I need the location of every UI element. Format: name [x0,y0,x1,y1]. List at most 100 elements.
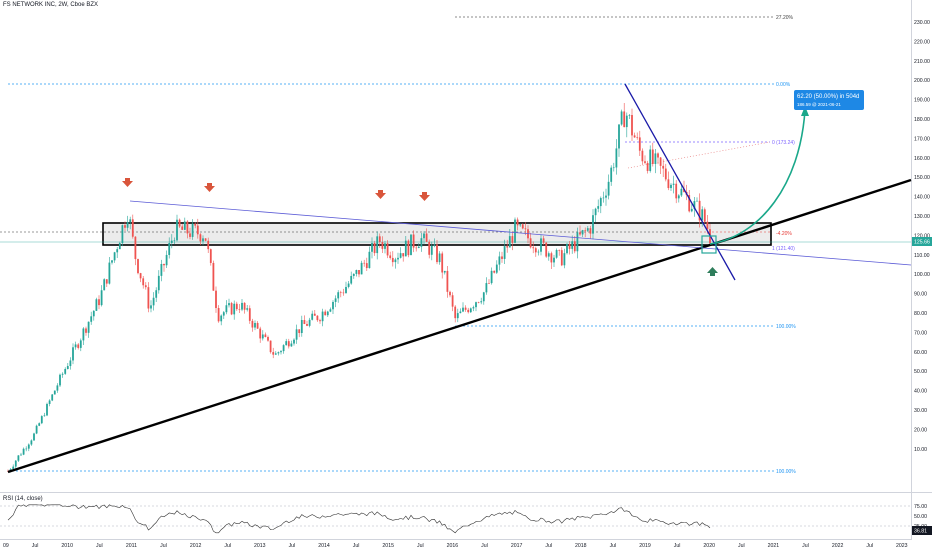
candle-body [428,241,431,255]
price-tick-label: 100.00 [914,272,930,278]
candle-body [20,454,22,456]
candle-body [675,183,678,199]
candle-body [524,228,527,230]
candle-body [698,200,701,221]
candle-body [508,236,511,248]
rsi-line [7,504,711,534]
candle-body [633,135,636,138]
time-tick-label: Jul [417,543,424,549]
price-tick-label: 200.00 [914,78,930,84]
candle-body [277,352,280,354]
candle-body [566,243,568,254]
descending-resistance-trendline[interactable] [129,200,912,266]
candle-body [256,322,259,329]
candle-body [649,149,652,171]
short-downtrend-line[interactable] [624,83,736,281]
candle-body [693,201,696,209]
price-tick-label: 130.00 [914,214,930,220]
rising-support-trendline[interactable] [7,178,912,474]
candle-body [495,264,498,273]
candle-body [217,308,220,322]
candle-body [103,279,106,291]
candle-body [511,236,514,243]
candle-body [53,390,56,395]
candle-body [324,311,327,316]
candle-body [181,226,184,230]
candle-body [397,257,399,260]
candle-body [612,167,615,169]
candle-body [407,240,410,256]
fib-diagonal [627,141,771,169]
candle-body [272,352,275,355]
candle-body [529,238,532,248]
candle-body [654,153,657,164]
candle-body [672,183,675,185]
candle-body [365,263,368,269]
candle-body [74,344,77,348]
candle-body [118,243,121,250]
candlestick-series [7,102,711,473]
time-tick-label: 2021 [768,543,780,549]
candle-body [339,292,342,293]
candle-body [90,316,93,322]
candle-body [183,221,186,230]
fib-label: 27.20% [776,15,794,21]
candle-body [238,309,241,310]
price-axis[interactable]: 230.00 220.00 210.00 200.00 190.00 180.00 170.… [914,20,930,453]
candle-body [376,236,379,254]
projection-path[interactable] [709,109,806,245]
candle-body [493,270,496,273]
candle-body [241,302,243,310]
candle-body [586,228,589,231]
candle-body [610,167,613,182]
candle-body [77,344,80,348]
candle-body [381,242,384,249]
candle-body [563,253,566,266]
candle-body [550,253,553,263]
candle-body [30,440,33,445]
candle-body [521,224,524,229]
candle-body [459,311,462,314]
candle-body [25,448,28,450]
candle-body [17,455,20,461]
candle-body [664,168,667,180]
candle-body [373,242,376,254]
candle-body [384,243,386,249]
candle-body [662,165,665,169]
candle-body [605,195,607,198]
candle-body [285,341,288,346]
candle-body [594,208,597,216]
projection-info-line1: 62.20 (50.00%) in 504d [797,94,859,100]
candle-body [503,246,506,259]
candle-body [56,385,59,391]
breakout-marker[interactable] [701,235,717,254]
candle-body [173,240,176,241]
candle-body [22,448,25,455]
candle-body [116,249,119,253]
fib-label: 0 (173.24) [772,140,795,146]
candle-body [589,228,592,234]
fib-label: -4.20% [776,231,792,237]
time-tick-label: Jul [224,543,231,549]
candle-body [597,206,600,209]
candle-body [558,250,561,251]
candle-body [332,301,334,310]
candle-body [677,195,680,199]
candle-body [545,242,548,257]
candle-body [189,233,191,237]
time-axis[interactable]: 09 Jul 2010 Jul 2011 Jul 2012 Jul 2013 Jul 2014 Jul… [3,543,908,549]
time-tick-label: 2019 [639,543,651,549]
time-tick-label: Jul [866,543,873,549]
candle-body [248,308,251,321]
candle-body [69,360,72,367]
candle-body [358,270,360,275]
chart-title: FS NETWORK INC, 2W, Cboe BZX [3,2,99,8]
candle-body [316,315,319,321]
candle-body [64,369,67,374]
candle-body [368,251,371,269]
candle-body [516,219,519,226]
arrow-up-icon [707,267,718,276]
rsi-value-tag [912,526,932,535]
candle-body [488,283,490,284]
